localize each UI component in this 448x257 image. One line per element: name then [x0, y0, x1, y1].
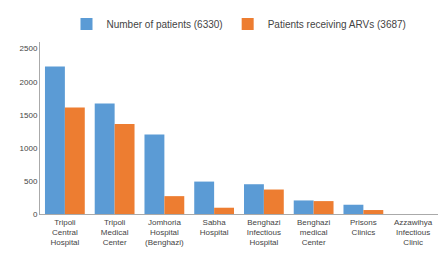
svg-text:TripoliCentralHospital: TripoliCentralHospital: [50, 218, 79, 248]
svg-text:SabhaHospital: SabhaHospital: [200, 218, 229, 237]
svg-text:0: 0: [33, 210, 38, 219]
svg-text:JomhoriaHospital(Benghazi): JomhoriaHospital(Benghazi): [145, 218, 184, 248]
svg-text:PrisonsClinics: PrisonsClinics: [350, 218, 377, 237]
svg-text:1000: 1000: [20, 144, 38, 153]
svg-text:TripoliMedicalCenter: TripoliMedicalCenter: [101, 218, 129, 248]
svg-text:2000: 2000: [20, 77, 38, 86]
svg-text:Number of patients (6330): Number of patients (6330): [107, 19, 223, 30]
svg-text:AzzawihyaInfectiousClinic: AzzawihyaInfectiousClinic: [394, 218, 433, 248]
svg-text:2500: 2500: [20, 44, 38, 53]
svg-text:1500: 1500: [20, 111, 38, 120]
svg-text:BenghaziInfectiousHospital: BenghaziInfectiousHospital: [247, 218, 281, 248]
svg-text:BenghazimedicalCenter: BenghazimedicalCenter: [297, 218, 331, 248]
svg-text:500: 500: [24, 177, 38, 186]
svg-text:Patients receiving ARVs (3687): Patients receiving ARVs (3687): [268, 19, 406, 30]
